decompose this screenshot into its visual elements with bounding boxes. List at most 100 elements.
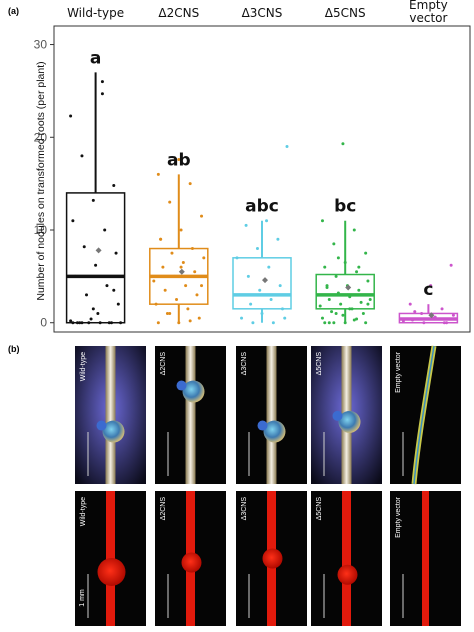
significance-letter: c xyxy=(423,280,433,300)
nodule-lobe xyxy=(257,420,268,431)
data-point xyxy=(332,321,336,325)
data-point xyxy=(343,260,347,264)
brightfield-photo: Wild-type xyxy=(75,346,146,484)
fluorescence-photo: Δ2CNS xyxy=(155,491,226,626)
mean-marker xyxy=(262,277,268,284)
data-point xyxy=(258,288,262,292)
data-point xyxy=(116,302,120,306)
data-point xyxy=(94,263,98,267)
y-tick-label: 0 xyxy=(40,316,47,330)
category-label: Δ5CNS xyxy=(325,6,366,20)
sample-label: Empty vector xyxy=(395,496,402,538)
data-point xyxy=(364,251,368,255)
data-point xyxy=(235,256,239,260)
data-point xyxy=(366,302,370,306)
data-point xyxy=(188,182,192,186)
box xyxy=(315,273,375,310)
nodule xyxy=(182,380,205,403)
data-point xyxy=(260,311,264,315)
data-point xyxy=(156,321,160,325)
category-label: Empty xyxy=(409,0,448,12)
data-point xyxy=(89,317,93,321)
brightfield-photo: Empty vector xyxy=(390,345,461,485)
category-label: Wild-type xyxy=(67,6,124,20)
data-point xyxy=(177,158,181,162)
brightfield-photo: Δ5CNS xyxy=(311,346,382,484)
sample-label: Δ5CNS xyxy=(316,497,323,521)
data-point xyxy=(318,304,322,308)
data-point xyxy=(184,284,188,288)
data-point xyxy=(161,265,165,269)
nodule xyxy=(263,420,286,443)
data-point xyxy=(110,321,114,325)
data-point xyxy=(366,279,370,283)
data-point xyxy=(71,321,75,325)
category-label: Δ3CNS xyxy=(242,6,283,20)
data-point xyxy=(244,223,248,227)
brightfield-photo: Δ3CNS xyxy=(236,346,307,484)
data-point xyxy=(280,307,284,311)
data-point xyxy=(341,313,345,317)
data-point xyxy=(71,219,75,223)
brightfield-photo: Δ2CNS xyxy=(155,346,226,484)
data-point xyxy=(114,251,118,255)
data-point xyxy=(195,293,199,297)
data-point xyxy=(152,279,156,283)
nodule xyxy=(181,552,202,573)
y-tick-label: 20 xyxy=(34,130,48,144)
data-point xyxy=(69,114,73,118)
data-point xyxy=(336,256,340,260)
fluorescence-photo: Δ3CNS xyxy=(236,491,307,626)
data-point xyxy=(100,92,104,96)
data-point xyxy=(327,321,331,325)
data-point xyxy=(357,288,361,292)
sample-label: Δ5CNS xyxy=(316,352,323,376)
data-point xyxy=(325,284,329,288)
data-point xyxy=(179,228,183,232)
data-point xyxy=(156,172,160,176)
nodule xyxy=(102,420,125,443)
data-point xyxy=(69,319,73,323)
data-point xyxy=(278,284,282,288)
sample-label: Δ2CNS xyxy=(160,497,167,521)
data-point xyxy=(323,321,327,325)
nodule-boxplot: 0 10 20 30 Number of nodules on transformed … xyxy=(34,0,471,333)
data-point xyxy=(334,274,338,278)
y-axis-label: Number of nodules on transformed roots (… xyxy=(35,61,47,300)
data-point xyxy=(154,302,158,306)
data-point xyxy=(352,228,356,232)
root-strand xyxy=(342,491,351,626)
data-point xyxy=(87,321,91,325)
data-point xyxy=(202,256,206,260)
data-point xyxy=(451,313,455,317)
data-point xyxy=(175,298,179,302)
data-point xyxy=(107,321,111,325)
significance-letter: abc xyxy=(245,197,279,217)
data-point xyxy=(119,321,123,325)
data-point xyxy=(327,298,331,302)
data-point xyxy=(357,265,361,269)
data-point xyxy=(188,319,192,323)
data-point xyxy=(267,265,271,269)
data-point xyxy=(249,302,253,306)
data-point xyxy=(82,245,86,249)
data-point xyxy=(269,298,273,302)
data-point xyxy=(96,311,100,315)
data-point xyxy=(359,300,363,304)
data-point xyxy=(350,307,354,311)
data-point xyxy=(91,307,95,311)
data-point xyxy=(320,219,324,223)
data-point xyxy=(283,316,287,320)
data-point xyxy=(200,214,204,218)
data-point xyxy=(442,321,446,325)
data-point xyxy=(80,154,84,158)
data-point xyxy=(330,310,334,314)
sample-label: Δ3CNS xyxy=(241,352,248,376)
category-label: Δ2CNS xyxy=(158,6,199,20)
sample-label: Empty vector xyxy=(395,351,402,393)
data-point xyxy=(355,317,359,321)
data-point xyxy=(251,321,255,325)
data-point xyxy=(361,311,365,315)
data-point xyxy=(320,316,324,320)
